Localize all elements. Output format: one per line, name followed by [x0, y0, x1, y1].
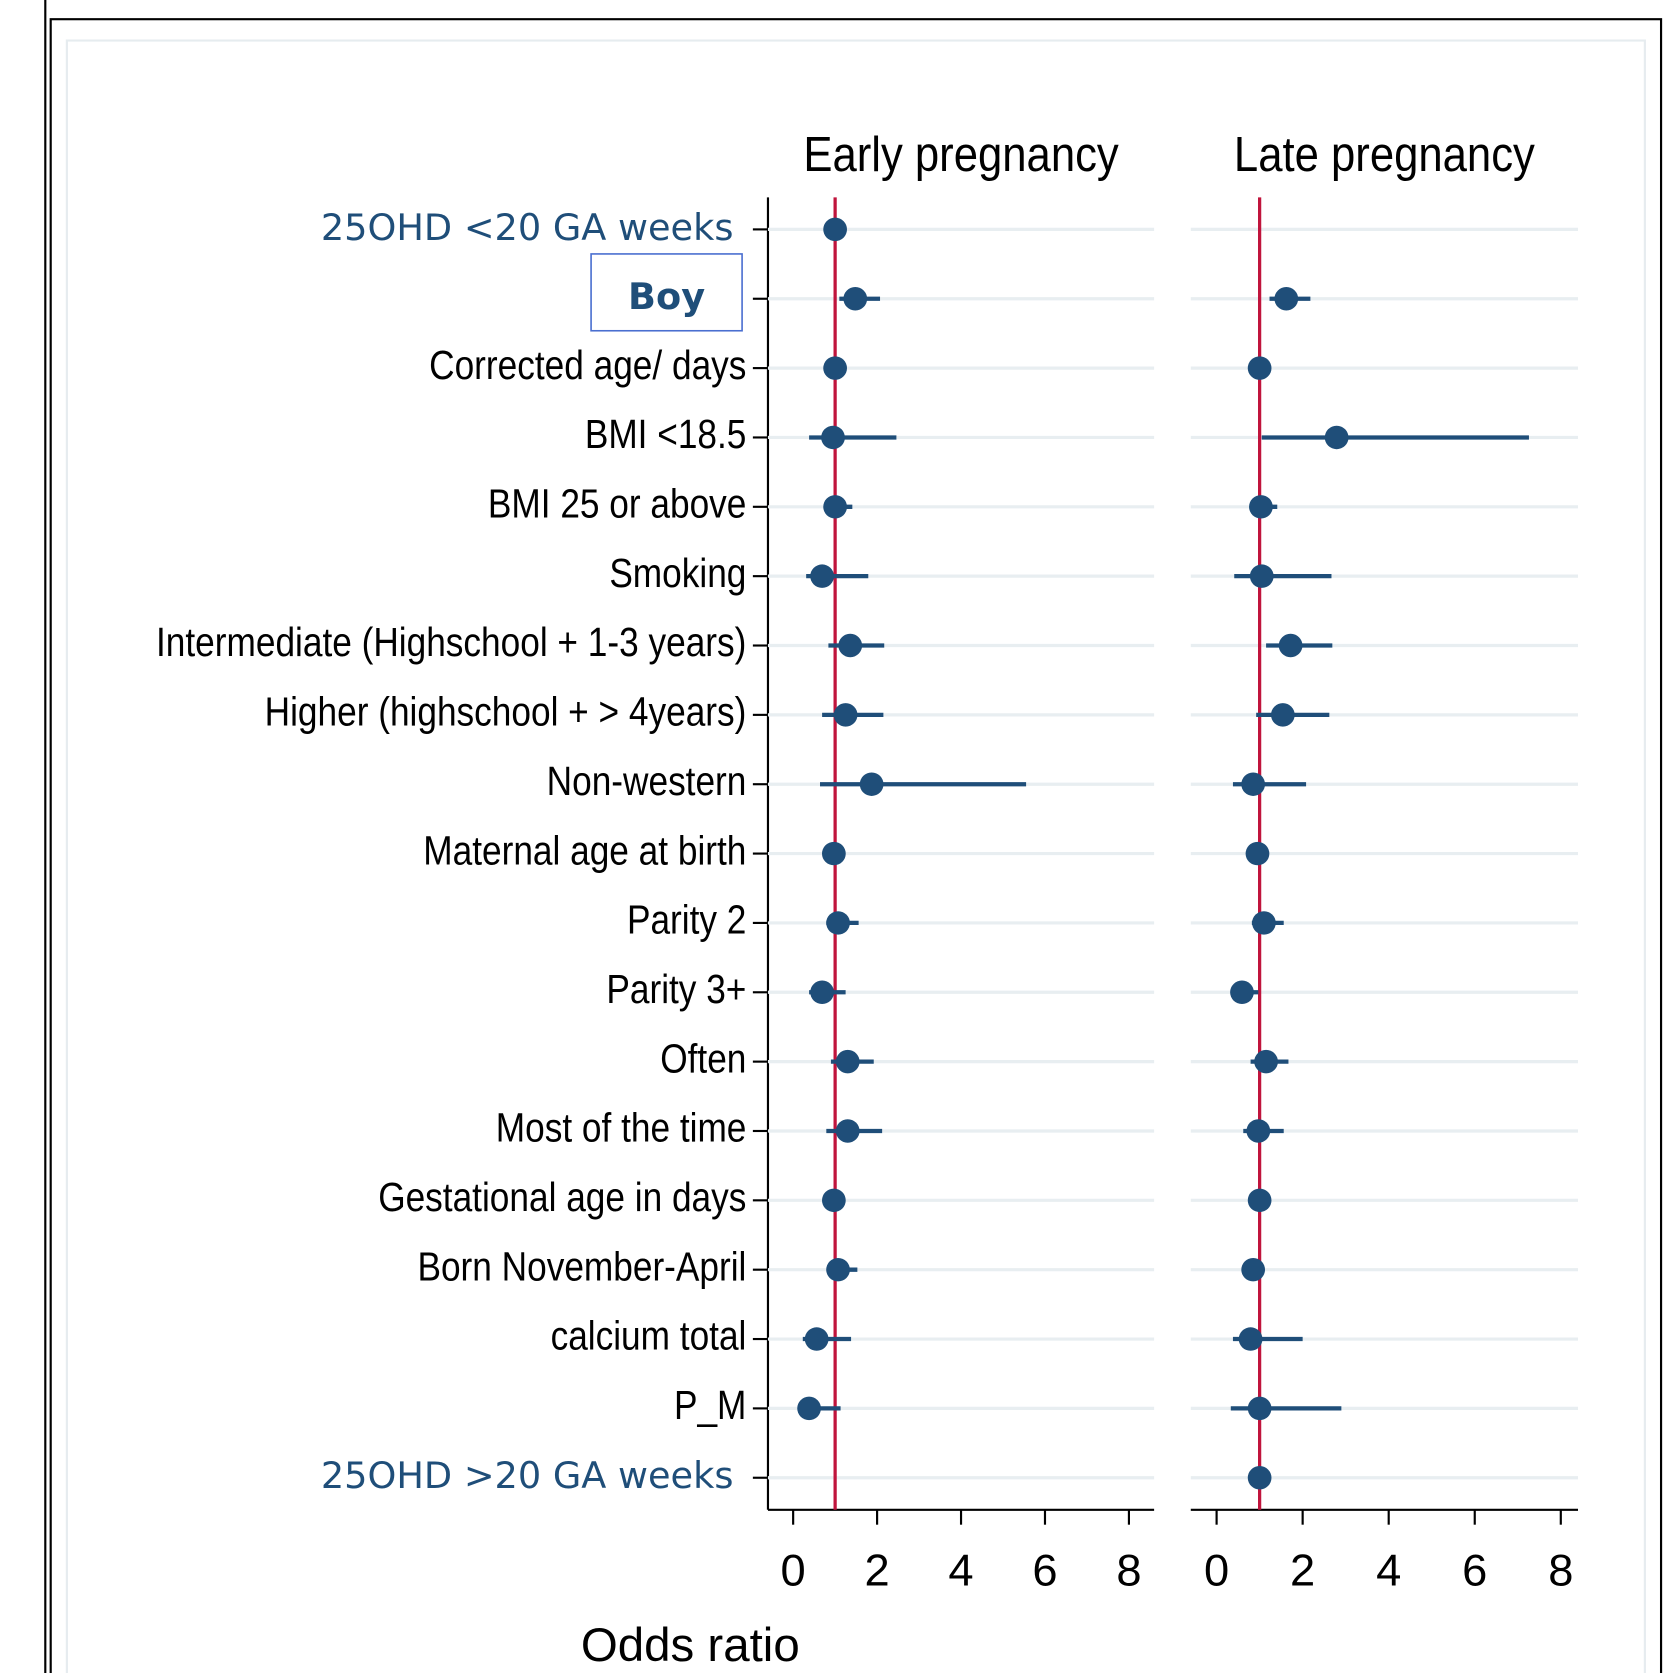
- category-label: 25OHD >20 GA weeks: [321, 1454, 734, 1497]
- point-estimate: [1245, 841, 1270, 866]
- point-estimate: [1249, 564, 1274, 588]
- point-estimate: [1249, 495, 1273, 519]
- point-estimate: [1247, 1396, 1272, 1421]
- panel-title: Late pregnancy: [1234, 126, 1536, 181]
- x-tick-label: 8: [1548, 1545, 1573, 1596]
- point-estimate: [810, 980, 834, 1005]
- point-estimate: [1247, 1466, 1272, 1490]
- point-estimate: [835, 1049, 860, 1074]
- point-estimate: [821, 425, 845, 450]
- x-axis-label: Odds ratio: [581, 1619, 800, 1672]
- category-label: Born November-April: [417, 1245, 746, 1290]
- point-estimate: [1246, 1119, 1271, 1143]
- point-estimate: [859, 772, 884, 796]
- x-tick-label: 0: [781, 1545, 806, 1596]
- x-tick-label: 8: [1116, 1545, 1141, 1596]
- category-label: Most of the time: [496, 1106, 747, 1151]
- point-estimate: [823, 495, 847, 519]
- x-tick-label: 4: [948, 1545, 973, 1596]
- point-estimate: [1230, 980, 1254, 1005]
- x-tick-label: 2: [1290, 1545, 1315, 1596]
- panel-title: Early pregnancy: [803, 126, 1119, 181]
- point-estimate: [823, 356, 847, 380]
- point-estimate: [1238, 1327, 1263, 1351]
- category-label: Gestational age in days: [378, 1176, 746, 1221]
- point-estimate: [1254, 1049, 1278, 1074]
- category-label: calcium total: [551, 1315, 747, 1360]
- x-tick-label: 0: [1204, 1545, 1229, 1596]
- point-estimate: [833, 703, 858, 727]
- category-label: P_M: [674, 1384, 746, 1429]
- point-estimate: [810, 564, 834, 588]
- category-label: Boy: [628, 275, 705, 318]
- point-estimate: [1274, 287, 1299, 311]
- point-estimate: [797, 1396, 821, 1421]
- point-estimate: [826, 1257, 850, 1282]
- point-estimate: [804, 1327, 829, 1351]
- category-label: Non-western: [547, 760, 747, 805]
- category-label: Higher (highschool + > 4years): [265, 690, 747, 735]
- x-tick-label: 4: [1376, 1545, 1401, 1596]
- category-label: BMI <18.5: [585, 413, 747, 458]
- point-estimate: [1270, 703, 1295, 727]
- point-estimate: [1241, 772, 1266, 796]
- category-label: Parity 3+: [606, 968, 746, 1013]
- category-label: Corrected age/ days: [429, 344, 746, 389]
- point-estimate: [1252, 911, 1276, 935]
- x-tick-label: 6: [1032, 1545, 1057, 1596]
- category-label: 25OHD <20 GA weeks: [321, 206, 734, 249]
- x-tick-label: 6: [1462, 1545, 1487, 1596]
- point-estimate: [1324, 425, 1349, 450]
- category-label: Intermediate (Highschool + 1-3 years): [156, 621, 746, 666]
- point-estimate: [843, 287, 868, 311]
- point-estimate: [1247, 356, 1272, 380]
- category-label: BMI 25 or above: [488, 482, 746, 527]
- point-estimate: [1247, 1188, 1272, 1213]
- label-box: [590, 253, 743, 332]
- point-estimate: [822, 1188, 846, 1213]
- point-estimate: [835, 1119, 860, 1143]
- point-estimate: [822, 841, 846, 866]
- category-label: Parity 2: [627, 898, 746, 943]
- category-label: Often: [660, 1037, 746, 1082]
- point-estimate: [823, 217, 847, 242]
- inner-frame: [65, 39, 1646, 1673]
- point-estimate: [1278, 633, 1303, 658]
- point-estimate: [838, 633, 863, 658]
- category-label: Smoking: [609, 552, 746, 597]
- category-label: Maternal age at birth: [423, 829, 746, 874]
- point-estimate: [826, 911, 850, 935]
- frame: [49, 18, 1663, 1673]
- x-tick-label: 2: [864, 1545, 889, 1596]
- point-estimate: [1241, 1257, 1266, 1282]
